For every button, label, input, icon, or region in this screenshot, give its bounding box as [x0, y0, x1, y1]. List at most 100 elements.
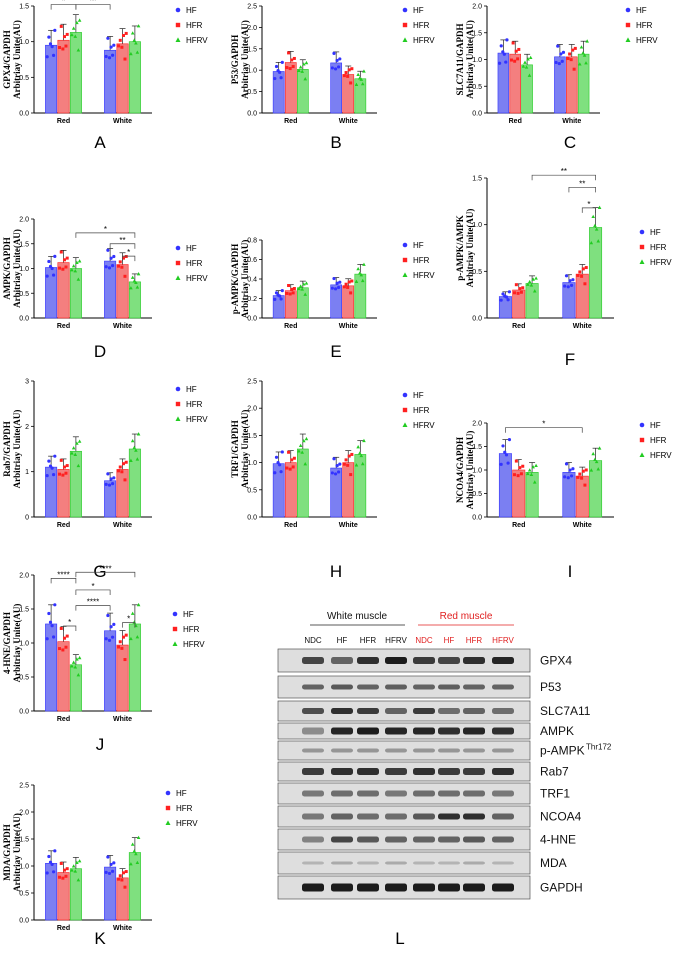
y-tick-label: 2.0	[472, 4, 482, 11]
data-point	[287, 51, 291, 55]
data-point	[62, 636, 66, 640]
data-point	[61, 267, 65, 271]
blot-band	[438, 768, 460, 775]
data-point	[124, 633, 128, 637]
white-muscle-header: White muscle	[327, 611, 387, 622]
data-point	[129, 862, 133, 866]
data-point	[121, 871, 125, 875]
data-point	[47, 35, 51, 39]
y-tick-label: 0.2	[247, 296, 257, 303]
blot-band	[302, 768, 324, 775]
y-axis-label: Arbitriay Unite(AU)	[240, 410, 250, 489]
significance-bracket	[63, 625, 77, 631]
legend-label: HFR	[413, 256, 430, 265]
data-point	[106, 36, 110, 40]
x-category-label: Red	[284, 522, 297, 529]
data-point	[77, 655, 82, 660]
blot-row-label: GAPDH	[540, 881, 583, 895]
data-point	[123, 274, 127, 278]
data-point	[338, 57, 342, 61]
data-point	[529, 472, 534, 476]
data-point	[347, 454, 351, 458]
blot-band	[357, 813, 379, 820]
blot-band	[438, 836, 460, 843]
data-point	[518, 466, 522, 470]
data-point	[120, 265, 124, 269]
data-point	[333, 472, 338, 476]
blot-band	[463, 748, 485, 753]
data-point	[350, 279, 354, 283]
data-point	[354, 463, 359, 467]
legend-label: HFRV	[650, 451, 672, 460]
data-point	[573, 46, 577, 50]
significance-label: ****	[57, 570, 69, 579]
data-point	[333, 67, 338, 71]
significance-label: *	[62, 0, 65, 6]
data-point	[507, 437, 512, 442]
data-point	[288, 467, 292, 471]
data-point	[112, 622, 116, 626]
legend-label: HFRV	[186, 36, 208, 45]
bar-hfrv	[589, 227, 603, 319]
data-point	[336, 65, 341, 69]
data-point	[62, 258, 66, 262]
legend-marker-hfrv	[175, 37, 181, 42]
blot-band	[331, 684, 353, 690]
significance-label: *	[127, 615, 130, 624]
data-point	[71, 264, 76, 268]
blot-row-label: AMPK	[540, 724, 574, 738]
y-tick-label: 2	[25, 424, 29, 431]
significance-bracket	[75, 589, 111, 595]
y-tick-label: 2.5	[247, 4, 257, 11]
data-point	[362, 262, 366, 266]
x-category-label: Red	[57, 118, 70, 125]
data-point	[75, 441, 79, 445]
data-point	[349, 291, 353, 295]
blot-row-label: GPX4	[540, 654, 572, 668]
data-point	[350, 67, 354, 71]
data-point	[563, 284, 567, 288]
blot-band	[302, 708, 324, 714]
data-point	[580, 476, 584, 480]
data-point	[499, 462, 503, 466]
legend-marker-hf	[639, 422, 645, 428]
data-point	[135, 285, 140, 289]
data-point	[291, 65, 295, 69]
data-point	[359, 77, 364, 81]
data-point	[521, 64, 526, 68]
x-category-label: Red	[284, 323, 297, 330]
legend-label: HFR	[413, 406, 430, 415]
significance-label: *	[91, 582, 94, 591]
data-point	[110, 869, 115, 873]
blot-column-label: HF	[444, 636, 455, 645]
significance-label: **	[90, 0, 96, 6]
blot-band	[385, 861, 407, 865]
blot-band	[438, 883, 460, 892]
data-point	[342, 462, 346, 466]
blot-band	[357, 727, 379, 735]
y-axis-label: TRF1/GAPDH	[230, 420, 240, 478]
data-point	[107, 483, 112, 487]
data-point	[518, 287, 522, 291]
data-point	[349, 81, 353, 85]
data-point	[58, 46, 62, 50]
blot-band	[357, 708, 379, 714]
data-point	[136, 835, 141, 840]
data-point	[104, 54, 108, 59]
data-point	[568, 279, 572, 283]
blot-band	[463, 727, 485, 735]
data-point	[50, 624, 54, 628]
legend-marker-hfrv	[402, 272, 408, 277]
significance-bracket	[75, 571, 136, 578]
data-point	[501, 292, 505, 296]
data-point	[566, 476, 570, 480]
significance-label: *	[68, 618, 71, 627]
data-point	[61, 876, 65, 880]
panel-letter: K	[94, 929, 106, 948]
data-point	[50, 862, 54, 867]
legend-marker-hfr	[172, 626, 178, 632]
data-point	[298, 284, 303, 288]
y-axis-label: p-AMPK/GAPDH	[230, 244, 240, 315]
y-tick-label: 0.5	[247, 487, 257, 494]
data-point	[77, 859, 82, 863]
